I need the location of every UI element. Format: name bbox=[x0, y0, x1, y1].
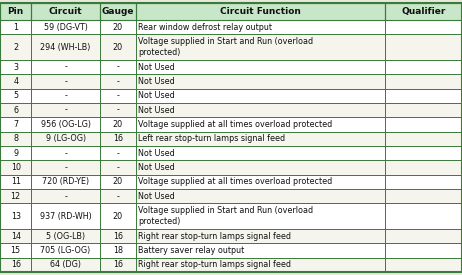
Bar bbox=[385, 3, 462, 20]
Text: -: - bbox=[64, 163, 67, 172]
Text: 10: 10 bbox=[11, 163, 21, 172]
Text: 13: 13 bbox=[11, 212, 21, 221]
Text: 4: 4 bbox=[13, 77, 18, 86]
Text: 294 (WH-LB): 294 (WH-LB) bbox=[40, 43, 91, 52]
Text: -: - bbox=[116, 106, 119, 115]
Text: 8: 8 bbox=[13, 134, 18, 143]
Text: 2: 2 bbox=[13, 43, 18, 52]
Text: Voltage supplied in Start and Run (overload
protected): Voltage supplied in Start and Run (overl… bbox=[138, 206, 313, 226]
Text: Not Used: Not Used bbox=[138, 149, 175, 158]
Text: Battery saver relay output: Battery saver relay output bbox=[138, 246, 244, 255]
Text: 956 (OG-LG): 956 (OG-LG) bbox=[41, 120, 91, 129]
Bar bbox=[0, 103, 462, 117]
Text: 16: 16 bbox=[113, 260, 123, 269]
Bar bbox=[100, 3, 136, 20]
Text: -: - bbox=[116, 77, 119, 86]
Text: Circuit: Circuit bbox=[49, 7, 82, 16]
Bar bbox=[0, 34, 462, 60]
Bar bbox=[0, 132, 462, 146]
Text: 20: 20 bbox=[113, 120, 123, 129]
Text: Not Used: Not Used bbox=[138, 106, 175, 115]
Text: Pin: Pin bbox=[7, 7, 24, 16]
Text: 3: 3 bbox=[13, 62, 18, 72]
Text: Not Used: Not Used bbox=[138, 163, 175, 172]
Text: 9: 9 bbox=[13, 149, 18, 158]
Bar bbox=[0, 117, 462, 132]
Text: -: - bbox=[64, 106, 67, 115]
Text: 937 (RD-WH): 937 (RD-WH) bbox=[40, 212, 91, 221]
Text: 16: 16 bbox=[11, 260, 21, 269]
Text: Voltage supplied at all times overload protected: Voltage supplied at all times overload p… bbox=[138, 177, 333, 186]
Bar bbox=[0, 146, 462, 160]
Text: 11: 11 bbox=[11, 177, 21, 186]
Text: Voltage supplied in Start and Run (overload
protected): Voltage supplied in Start and Run (overl… bbox=[138, 37, 313, 57]
Text: 18: 18 bbox=[113, 246, 123, 255]
Text: Rear window defrost relay output: Rear window defrost relay output bbox=[138, 23, 272, 32]
Text: 5: 5 bbox=[13, 91, 18, 100]
Text: Voltage supplied at all times overload protected: Voltage supplied at all times overload p… bbox=[138, 120, 333, 129]
Text: Gauge: Gauge bbox=[102, 7, 134, 16]
Text: -: - bbox=[116, 91, 119, 100]
Text: Not Used: Not Used bbox=[138, 192, 175, 201]
Text: -: - bbox=[116, 62, 119, 72]
Text: -: - bbox=[64, 77, 67, 86]
Text: 16: 16 bbox=[113, 232, 123, 241]
Bar bbox=[0, 20, 462, 34]
Bar bbox=[0, 229, 462, 243]
Text: Not Used: Not Used bbox=[138, 91, 175, 100]
Bar bbox=[0, 3, 31, 20]
Text: 64 (DG): 64 (DG) bbox=[50, 260, 81, 269]
Bar bbox=[0, 74, 462, 89]
Bar bbox=[0, 258, 462, 272]
Text: 5 (OG-LB): 5 (OG-LB) bbox=[46, 232, 85, 241]
Bar bbox=[0, 243, 462, 258]
Text: Right rear stop-turn lamps signal feed: Right rear stop-turn lamps signal feed bbox=[138, 260, 292, 269]
Text: 14: 14 bbox=[11, 232, 21, 241]
Text: 6: 6 bbox=[13, 106, 18, 115]
Text: 1: 1 bbox=[13, 23, 18, 32]
Text: 15: 15 bbox=[11, 246, 21, 255]
Text: 20: 20 bbox=[113, 212, 123, 221]
Text: Not Used: Not Used bbox=[138, 77, 175, 86]
Bar bbox=[0, 204, 462, 229]
Text: -: - bbox=[116, 192, 119, 201]
Bar bbox=[0, 175, 462, 189]
Text: 59 (DG-VT): 59 (DG-VT) bbox=[44, 23, 87, 32]
Text: Right rear stop-turn lamps signal feed: Right rear stop-turn lamps signal feed bbox=[138, 232, 292, 241]
Text: 20: 20 bbox=[113, 43, 123, 52]
Text: -: - bbox=[64, 91, 67, 100]
Text: -: - bbox=[64, 149, 67, 158]
Bar bbox=[31, 3, 100, 20]
Text: 7: 7 bbox=[13, 120, 18, 129]
Bar bbox=[0, 60, 462, 74]
Bar bbox=[136, 3, 385, 20]
Text: -: - bbox=[116, 163, 119, 172]
Text: Left rear stop-turn lamps signal feed: Left rear stop-turn lamps signal feed bbox=[138, 134, 286, 143]
Text: Qualifier: Qualifier bbox=[401, 7, 446, 16]
Text: Not Used: Not Used bbox=[138, 62, 175, 72]
Text: 705 (LG-OG): 705 (LG-OG) bbox=[41, 246, 91, 255]
Text: 16: 16 bbox=[113, 134, 123, 143]
Text: -: - bbox=[116, 149, 119, 158]
Text: Circuit Function: Circuit Function bbox=[220, 7, 301, 16]
Text: 720 (RD-YE): 720 (RD-YE) bbox=[42, 177, 89, 186]
Text: -: - bbox=[64, 192, 67, 201]
Text: 20: 20 bbox=[113, 23, 123, 32]
Text: -: - bbox=[64, 62, 67, 72]
Text: 20: 20 bbox=[113, 177, 123, 186]
Bar bbox=[0, 89, 462, 103]
Text: 12: 12 bbox=[11, 192, 21, 201]
Text: 9 (LG-OG): 9 (LG-OG) bbox=[46, 134, 85, 143]
Bar bbox=[0, 189, 462, 204]
Bar bbox=[0, 160, 462, 175]
